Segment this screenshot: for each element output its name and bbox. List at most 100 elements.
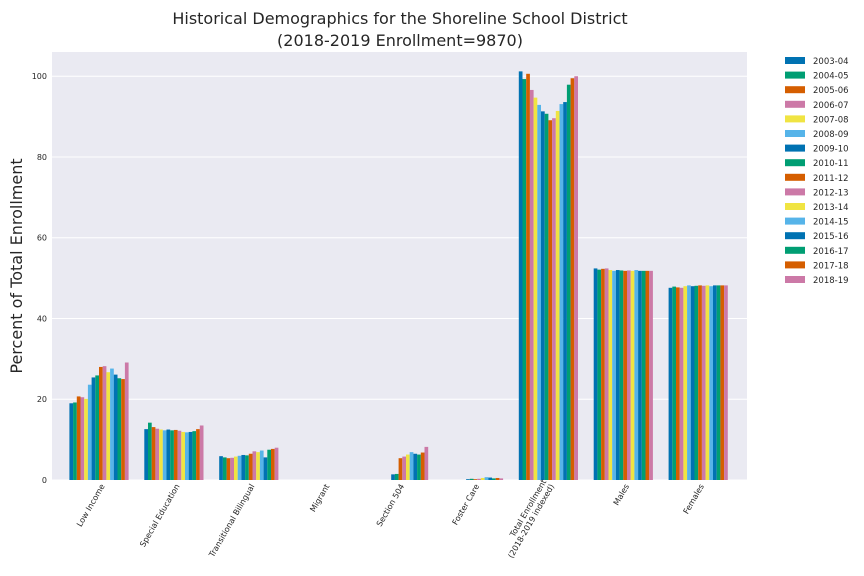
x-tick-line: Section 504 (375, 483, 407, 529)
bar (615, 270, 620, 480)
bar (495, 477, 500, 480)
bar (705, 285, 710, 480)
bar (199, 425, 204, 480)
legend-label: 2017-18 (813, 261, 849, 271)
bar (237, 455, 242, 480)
bar (124, 362, 129, 480)
bar (713, 285, 717, 480)
legend-label: 2010-11 (813, 159, 849, 169)
x-tick-line: Transitional Bilingual (207, 483, 257, 560)
bar (151, 427, 156, 480)
y-tick-label: 100 (32, 72, 47, 81)
x-tick-line: Foster Care (451, 482, 482, 526)
bar (222, 457, 227, 480)
x-tick-label: Total Enrollment(2018-2019 indexed) (506, 478, 556, 560)
bar (406, 454, 410, 480)
x-tick-text: Males (612, 483, 631, 508)
x-tick-line: Migrant (308, 483, 331, 514)
bar (559, 104, 564, 480)
y-tick-label: 20 (37, 395, 47, 404)
bar (709, 286, 713, 480)
bar (420, 452, 425, 480)
bar (80, 397, 85, 480)
y-tick-label: 60 (37, 234, 47, 243)
bar (552, 118, 556, 480)
bar (597, 269, 602, 480)
bar (522, 79, 527, 481)
legend-swatch (785, 115, 805, 123)
bar (676, 287, 680, 480)
legend-swatch (785, 246, 805, 254)
bar (687, 285, 691, 480)
bar (181, 431, 185, 480)
bar (263, 457, 268, 480)
bar (698, 285, 702, 480)
bar (566, 84, 571, 480)
bar (196, 429, 200, 480)
bar (544, 113, 549, 481)
bar (106, 372, 111, 480)
bar (230, 457, 234, 480)
legend-swatch (785, 86, 805, 94)
x-tick-line: Special Education (138, 483, 181, 549)
x-tick-text: Section 504 (375, 483, 407, 529)
legend-label: 2006-07 (813, 101, 849, 111)
bar (76, 396, 81, 480)
bar (121, 379, 125, 480)
bar (469, 478, 474, 480)
legend-label: 2015-16 (813, 232, 849, 242)
bar (219, 456, 223, 480)
x-tick-label: Females (682, 483, 706, 516)
bar (541, 111, 545, 481)
bar (593, 268, 598, 480)
legend-swatch (785, 232, 805, 240)
bar (694, 285, 699, 480)
legend-swatch (785, 71, 805, 79)
legend-swatch (785, 173, 805, 181)
y-axis-ticks: 0 20 40 60 80 100 (32, 72, 47, 485)
legend-label: 2013-14 (813, 203, 849, 213)
x-tick-line: Males (612, 483, 631, 508)
legend-swatch (785, 130, 805, 137)
x-tick-text: Low Income (75, 482, 107, 528)
legend-swatch (785, 276, 805, 283)
bar (177, 430, 182, 480)
legend-label: 2018-19 (813, 276, 849, 286)
bar (630, 270, 635, 480)
chart-title: Historical Demographics for the Shorelin… (172, 9, 627, 28)
legend-label: 2009-10 (813, 145, 849, 155)
bar (555, 110, 560, 481)
bar (413, 453, 418, 480)
x-tick-label: Section 504 (375, 483, 407, 529)
bar (570, 78, 575, 480)
bar (638, 270, 642, 480)
x-tick-text: Foster Care (451, 482, 482, 526)
bar (188, 431, 193, 480)
bar (87, 384, 92, 480)
bar (185, 432, 189, 480)
legend-swatch (785, 217, 805, 225)
bar (492, 478, 496, 480)
bar (473, 479, 478, 480)
x-tick-label: Migrant (308, 483, 331, 514)
bar (73, 402, 77, 480)
bar (409, 452, 414, 480)
bar (683, 286, 688, 480)
legend-swatch (785, 144, 805, 152)
legend-label: 2014-15 (813, 218, 849, 228)
y-tick-label: 80 (37, 153, 47, 162)
legend-label: 2004-05 (813, 72, 849, 82)
bar (619, 270, 624, 480)
bar (484, 477, 489, 480)
bar (117, 378, 122, 480)
y-tick-label: 0 (42, 476, 47, 485)
y-axis-label: Percent of Total Enrollment (7, 158, 26, 373)
bar (84, 398, 88, 480)
bar (402, 456, 406, 480)
legend-swatch (785, 100, 805, 108)
bar (99, 366, 103, 480)
legend-label: 2003-04 (813, 57, 849, 67)
bar (634, 270, 639, 480)
bar (110, 368, 114, 480)
